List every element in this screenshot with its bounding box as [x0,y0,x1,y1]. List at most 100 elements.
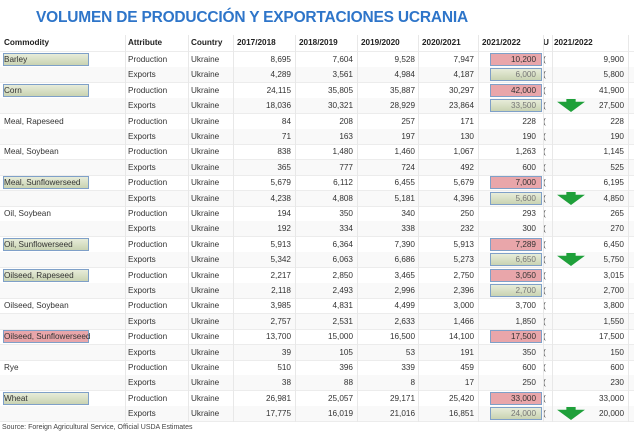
value-2021-2022: 10,200 [478,52,542,67]
value-2020-2021: 25,420 [448,393,474,403]
country-cell: Ukraine [191,85,220,95]
highlight-box [490,330,542,344]
column-header[interactable]: 2021/2022 [482,38,521,47]
country-cell: Ukraine [191,332,220,342]
value-2021-2022: 3,700 [515,301,537,311]
value-2021-2022: 300 [522,224,536,234]
unit-marker: ( [543,409,546,419]
down-arrow-icon [556,407,586,421]
unit-marker: ( [543,286,546,295]
country-cell: Ukraine [191,162,220,172]
value-2021-2022-updated: 1,145 [603,147,625,157]
value-2021-2022: 293 [522,209,536,218]
column-divider [188,35,189,422]
value-2019-2020: 340 [401,209,415,218]
value-2019-2020: 53 [405,347,415,357]
value-2018-2019: 15,000 [327,332,353,342]
value-2017-2018: 3,985 [270,301,292,311]
value-2018-2019: 350 [339,209,353,218]
column-header[interactable]: Country [191,38,223,47]
column-divider [357,35,358,422]
table-row: Barley Production Ukraine 8,695 7,604 9,528 7,… [0,52,634,68]
column-header[interactable]: 2018/2019 [299,38,338,47]
value-2021-2022-updated: 525 [610,162,624,172]
value-2019-2020: 29,171 [389,393,415,403]
table-row: Corn Production Ukraine 24,115 35,805 35,887 3… [0,83,634,99]
column-divider [628,35,629,422]
column-divider [552,35,553,422]
value-2021-2022: 228 [522,116,536,126]
table-row: Oilseed, Soybean Production Ukraine 3,985 4,… [0,298,634,315]
value-2020-2021: 5,273 [453,255,475,265]
value-2021-2022: 5,600 [478,191,542,206]
country-cell: Ukraine [191,286,220,295]
country-cell: Ukraine [191,316,220,326]
column-header[interactable]: 2021/2022 [554,38,593,47]
highlight-box [490,253,542,267]
value-2019-2020: 257 [401,116,415,126]
unit-marker: ( [543,270,546,280]
value-2017-2018: 2,757 [270,316,292,326]
highlight-box [490,53,542,66]
value-2021-2022-updated: 3,800 [603,301,625,311]
highlight-box [3,391,89,405]
country-cell: Ukraine [191,255,220,265]
highlight-box [3,83,89,97]
commodity-cell: Corn [3,83,122,98]
value-2018-2019: 334 [339,224,353,234]
value-2018-2019: 208 [339,116,353,126]
column-header[interactable]: U [543,38,549,47]
attribute-cell: Exports [128,409,156,419]
page-title: VOLUMEN DE PRODUCCIÓN Y EXPORTACIONES UC… [36,9,468,26]
value-2019-2020: 339 [401,363,415,372]
table-row: Exports Ukraine 2,757 2,531 2,633 1,466 1,850 (… [0,313,634,330]
value-2018-2019: 7,604 [332,55,354,64]
value-2017-2018: 5,342 [270,255,292,265]
attribute-cell: Exports [128,255,156,265]
commodity-cell: Oilseed, Rapeseed [3,268,122,283]
value-2019-2020: 9,528 [394,55,416,64]
value-2017-2018: 39 [281,347,291,357]
commodity-cell: Meal, Soybean [4,147,59,157]
unit-marker: ( [543,101,546,111]
value-2017-2018: 26,981 [265,393,291,403]
value-2020-2021: 17 [464,378,474,388]
commodity-cell: Wheat [3,391,122,406]
attribute-cell: Production [128,239,168,249]
unit-marker: ( [543,301,546,311]
highlight-box [490,176,542,190]
value-2021-2022-updated: 20,000 [598,409,624,419]
unit-marker: ( [543,332,546,342]
value-2019-2020: 21,016 [389,409,415,419]
value-2017-2018: 4,238 [270,193,292,203]
country-cell: Ukraine [191,116,220,126]
country-cell: Ukraine [191,132,220,141]
commodity-cell [4,314,122,329]
value-2020-2021: 14,100 [448,332,474,342]
highlight-box [3,268,89,282]
value-2018-2019: 105 [339,347,353,357]
value-2018-2019: 6,063 [332,255,354,265]
commodity-cell [4,406,122,421]
value-2020-2021: 23,864 [448,101,474,111]
unit-marker: ( [543,147,546,157]
column-header[interactable]: 2020/2021 [422,38,461,47]
column-header[interactable]: 2017/2018 [237,38,276,47]
attribute-cell: Exports [128,70,156,80]
column-header[interactable]: Attribute [128,38,163,47]
value-2021-2022: 3,050 [478,268,542,283]
value-2021-2022: 7,289 [478,237,542,252]
column-header[interactable]: Commodity [4,38,50,47]
table-row: Exports Ukraine 38 88 8 17 250(230 [0,375,634,392]
down-arrow-icon [556,191,586,205]
value-2017-2018: 510 [277,363,291,372]
value-2021-2022: 7,000 [478,175,542,190]
table-row: Wheat Production Ukraine 26,981 25,057 29,171… [0,391,634,407]
value-2021-2022: 350 [522,347,536,357]
column-header[interactable]: 2019/2020 [361,38,400,47]
value-2019-2020: 28,929 [389,101,415,111]
table-row: Oil, Soybean Production Ukraine 194 350 340 25… [0,206,634,222]
value-2020-2021: 2,396 [453,286,475,295]
attribute-cell: Exports [128,378,156,388]
value-2020-2021: 191 [460,347,474,357]
